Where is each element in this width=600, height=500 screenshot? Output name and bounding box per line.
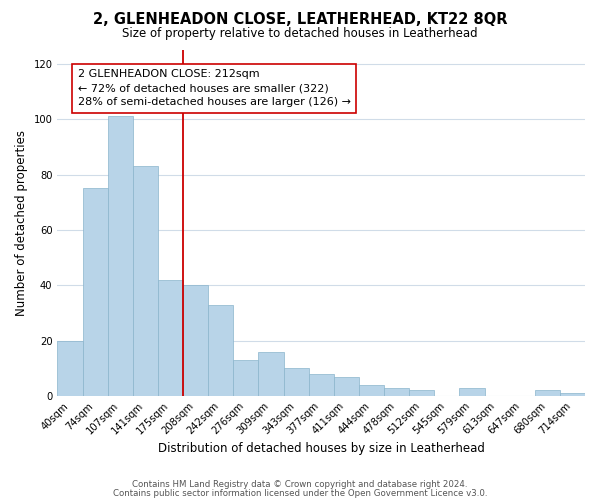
Bar bbox=[560, 393, 585, 396]
Bar bbox=[107, 116, 133, 396]
Bar bbox=[158, 280, 183, 396]
Bar bbox=[83, 188, 107, 396]
Bar bbox=[308, 374, 334, 396]
Bar bbox=[233, 360, 259, 396]
Bar bbox=[535, 390, 560, 396]
Bar bbox=[58, 340, 83, 396]
Text: 2, GLENHEADON CLOSE, LEATHERHEAD, KT22 8QR: 2, GLENHEADON CLOSE, LEATHERHEAD, KT22 8… bbox=[93, 12, 507, 28]
Text: 2 GLENHEADON CLOSE: 212sqm
← 72% of detached houses are smaller (322)
28% of sem: 2 GLENHEADON CLOSE: 212sqm ← 72% of deta… bbox=[77, 70, 350, 108]
Bar bbox=[284, 368, 308, 396]
Bar bbox=[133, 166, 158, 396]
Bar bbox=[384, 388, 409, 396]
Bar bbox=[460, 388, 485, 396]
Y-axis label: Number of detached properties: Number of detached properties bbox=[15, 130, 28, 316]
Text: Size of property relative to detached houses in Leatherhead: Size of property relative to detached ho… bbox=[122, 28, 478, 40]
Bar bbox=[259, 352, 284, 396]
Bar bbox=[183, 286, 208, 396]
Bar bbox=[208, 304, 233, 396]
Bar bbox=[334, 376, 359, 396]
X-axis label: Distribution of detached houses by size in Leatherhead: Distribution of detached houses by size … bbox=[158, 442, 485, 455]
Bar bbox=[409, 390, 434, 396]
Text: Contains public sector information licensed under the Open Government Licence v3: Contains public sector information licen… bbox=[113, 488, 487, 498]
Bar bbox=[359, 385, 384, 396]
Text: Contains HM Land Registry data © Crown copyright and database right 2024.: Contains HM Land Registry data © Crown c… bbox=[132, 480, 468, 489]
